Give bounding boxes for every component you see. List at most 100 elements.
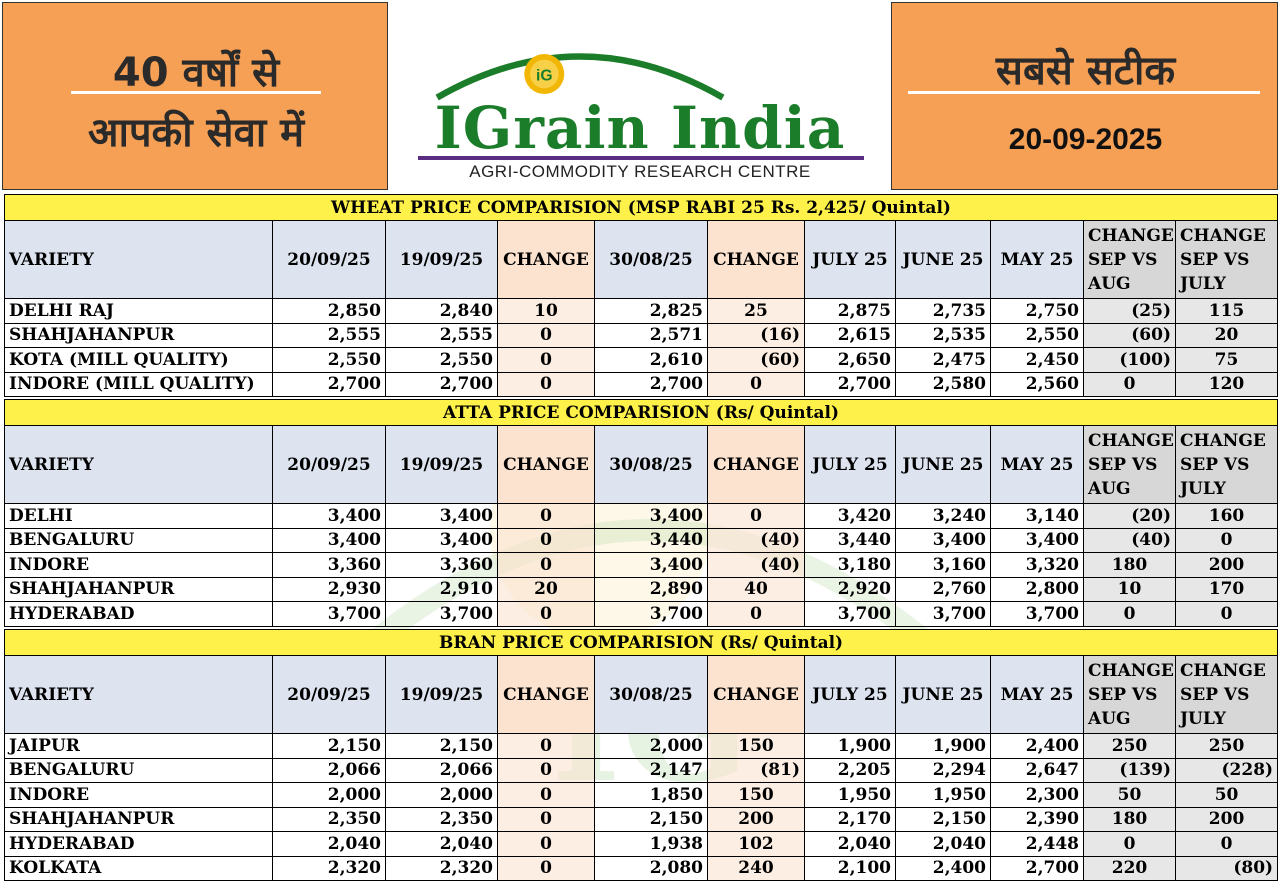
price-cell: 0 [497,527,595,553]
price-cell: 3,360 [385,552,498,578]
table-row: INDORE 2,000 2,000 0 1,850 150 1,950 1,950 2,300… [4,782,1279,808]
table-row: DELHI RAJ 2,850 2,840 10 2,825 25 2,875 2,735 2,… [4,298,1279,324]
price-cell: 0 [1175,601,1278,627]
price-cell: (228) [1174,757,1279,783]
price-cell: 10 [1083,576,1176,602]
price-cell: 0 [497,347,595,373]
column-header: CHANGE [707,425,805,504]
price-cell: 2,300 [990,782,1084,808]
price-cell: 0 [1174,831,1279,857]
price-cell: 200 [1175,552,1278,578]
column-header: CHANGE SEP VS AUG [1083,220,1176,299]
section-title: ATTA PRICE COMPARISION (Rs/ Quintal) [4,399,1278,426]
price-cell: 2,555 [272,322,386,348]
price-cell: 3,700 [895,601,991,627]
price-cell: 2,875 [804,298,896,324]
logo-panel: iG IGrain India AGRI-COMMODITY RESEARCH … [390,2,890,190]
price-cell: 0 [707,601,805,627]
price-cell: 2,571 [594,322,708,348]
price-cell: 2,760 [895,576,991,602]
price-cell: 3,420 [804,503,896,529]
price-cell: 2,825 [594,298,708,324]
price-cell: 2,840 [385,298,498,324]
price-cell: 2,910 [385,576,498,602]
column-header-row: VARIETY 20/09/25 19/09/25 CHANGE 30/08/25 CHA… [4,220,1279,299]
price-cell: 2,040 [272,831,386,857]
price-cell: 0 [497,503,595,529]
table-row: KOTA (MILL QUALITY) 2,550 2,550 0 2,610 (60) 2… [4,347,1279,373]
header-banner: 40 वर्षों से आपकी सेवा में iG IGrain Ind… [0,0,1280,194]
price-cell: 220 [1083,855,1176,881]
price-cell: 2,615 [804,322,896,348]
price-cell: 180 [1083,806,1176,832]
price-cell: 0 [497,757,595,783]
column-header: CHANGE [707,220,805,299]
column-header: 30/08/25 [594,425,708,504]
price-cell: 0 [497,371,595,397]
section-title: WHEAT PRICE COMPARISION (MSP RABI 25 Rs.… [3,194,1279,221]
price-cell: (16) [707,322,805,348]
divider [908,91,1260,94]
column-header-row: VARIETY 20/09/25 19/09/25 CHANGE 30/08/25 CHA… [4,655,1279,734]
price-cell: 3,440 [594,527,708,553]
price-cell: 2,580 [895,371,991,397]
price-cell: 2,930 [272,576,386,602]
price-cell: 2,750 [990,298,1084,324]
table-row: JAIPUR 2,150 2,150 0 2,000 150 1,900 1,900 2,400… [4,733,1279,759]
price-cell: 0 [1083,831,1176,857]
price-cell: 0 [497,601,595,627]
variety-cell: HYDERABAD [4,831,273,857]
table-row: HYDERABAD 3,700 3,700 0 3,700 0 3,700 3,700 3,70… [4,601,1278,627]
price-cell: 0 [497,806,595,832]
price-cell: 2,920 [804,576,896,602]
price-cell: 3,360 [272,552,386,578]
price-cell: 0 [497,831,595,857]
atta-price-table: ATTA PRICE COMPARISION (Rs/ Quintal) VARI… [4,399,1278,627]
column-header: CHANGE [497,220,595,299]
price-cell: 3,700 [804,601,896,627]
variety-cell: SHAHJAHANPUR [4,806,273,832]
price-cell: 2,448 [990,831,1084,857]
column-header: 20/09/25 [272,655,386,734]
price-cell: 0 [497,782,595,808]
variety-cell: SHAHJAHANPUR [4,322,273,348]
price-cell: 2,350 [272,806,386,832]
table-row: SHAHJAHANPUR 2,350 2,350 0 2,150 200 2,170 2,15… [4,806,1279,832]
column-header: VARIETY [4,220,273,299]
price-cell: 150 [707,782,805,808]
price-cell: 3,400 [272,527,386,553]
price-cell: (25) [1083,298,1176,324]
header-left-panel: 40 वर्षों से आपकी सेवा में [2,2,388,190]
column-header: JUNE 25 [895,655,991,734]
price-cell: 3,400 [990,527,1084,553]
variety-cell: SHAHJAHANPUR [4,576,273,602]
price-cell: 2,040 [385,831,498,857]
price-cell: 2,080 [594,855,708,881]
price-cell: 150 [707,733,805,759]
price-cell: 0 [1175,527,1278,553]
price-cell: 160 [1175,503,1278,529]
price-cell: 2,100 [804,855,896,881]
column-header: JULY 25 [804,220,896,299]
column-header: CHANGE [707,655,805,734]
variety-cell: BENGALURU [4,527,273,553]
price-cell: 3,440 [804,527,896,553]
logo-subtitle: AGRI-COMMODITY RESEARCH CENTRE [469,162,811,181]
price-cell: 20 [497,576,595,602]
price-cell: 2,150 [895,806,991,832]
price-cell: 3,400 [385,527,498,553]
price-cell: 25 [707,298,805,324]
price-cell: (139) [1083,757,1176,783]
divider [71,91,321,94]
price-cell: (100) [1083,347,1176,373]
price-cell: 0 [1083,601,1176,627]
table-row: DELHI 3,400 3,400 0 3,400 0 3,420 3,240 3,140 (20… [4,503,1278,529]
table-row: KOLKATA 2,320 2,320 0 2,080 240 2,100 2,400 2,70… [4,855,1279,881]
header-right-panel: सबसे सटीक 20-09-2025 [891,2,1278,190]
variety-cell: JAIPUR [4,733,273,759]
price-cell: 2,800 [990,576,1084,602]
column-header-row: VARIETY 20/09/25 19/09/25 CHANGE 30/08/25 CHA… [4,425,1278,504]
variety-cell: INDORE [4,552,273,578]
price-cell: 2,350 [385,806,498,832]
price-cell: 2,560 [990,371,1084,397]
